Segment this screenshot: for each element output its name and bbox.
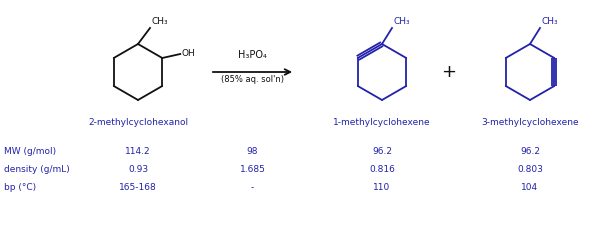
- Text: 96.2: 96.2: [520, 148, 540, 156]
- Text: CH₃: CH₃: [393, 17, 410, 26]
- Text: 0.803: 0.803: [517, 165, 543, 175]
- Text: 110: 110: [373, 183, 391, 192]
- Text: CH₃: CH₃: [541, 17, 558, 26]
- Text: 3-methylcyclohexene: 3-methylcyclohexene: [481, 118, 579, 127]
- Text: CH₃: CH₃: [151, 17, 168, 26]
- Text: 1-methylcyclohexene: 1-methylcyclohexene: [333, 118, 431, 127]
- Text: 1.685: 1.685: [240, 165, 265, 175]
- Text: 104: 104: [521, 183, 538, 192]
- Text: 114.2: 114.2: [125, 148, 151, 156]
- Text: 0.816: 0.816: [369, 165, 395, 175]
- Text: 2-methylcyclohexanol: 2-methylcyclohexanol: [88, 118, 188, 127]
- Text: 0.93: 0.93: [128, 165, 148, 175]
- Text: -: -: [251, 183, 254, 192]
- Text: +: +: [441, 63, 456, 81]
- Text: 96.2: 96.2: [372, 148, 392, 156]
- Text: 98: 98: [247, 148, 258, 156]
- Text: (85% aq. sol'n): (85% aq. sol'n): [221, 75, 284, 84]
- Text: density (g/mL): density (g/mL): [4, 165, 70, 175]
- Text: MW (g/mol): MW (g/mol): [4, 148, 56, 156]
- Text: 165-168: 165-168: [119, 183, 157, 192]
- Text: bp (°C): bp (°C): [4, 183, 36, 192]
- Text: OH: OH: [181, 49, 195, 59]
- Text: H₃PO₄: H₃PO₄: [238, 50, 267, 60]
